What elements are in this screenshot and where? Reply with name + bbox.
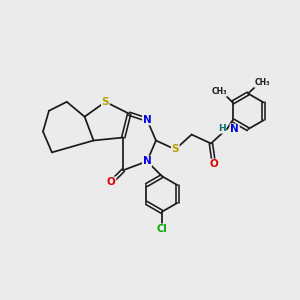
Text: S: S	[102, 97, 109, 107]
Text: CH₃: CH₃	[255, 78, 270, 87]
Text: N: N	[143, 156, 152, 166]
Text: O: O	[107, 177, 116, 187]
Text: CH₃: CH₃	[211, 87, 227, 96]
Text: H: H	[218, 124, 226, 133]
Text: Cl: Cl	[157, 224, 167, 234]
Text: N: N	[143, 115, 152, 125]
Text: S: S	[172, 144, 179, 154]
Text: O: O	[209, 159, 218, 169]
Text: N: N	[230, 124, 239, 134]
